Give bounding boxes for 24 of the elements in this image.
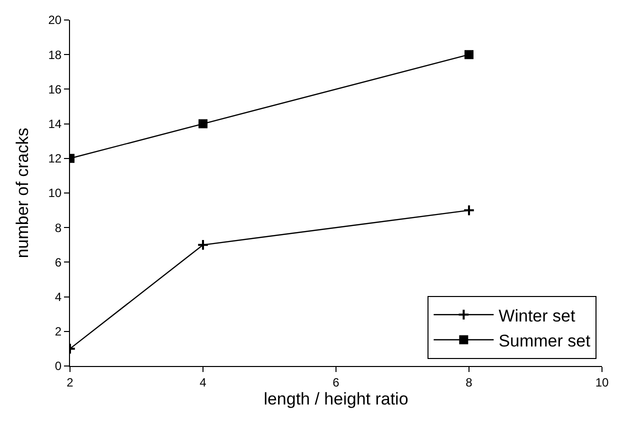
y-tick-label: 14 xyxy=(48,117,62,131)
x-tick-label: 2 xyxy=(66,375,74,390)
x-axis-title: length / height ratio xyxy=(264,389,408,408)
y-tick-label: 12 xyxy=(48,152,62,166)
x-tick-label: 6 xyxy=(332,375,340,390)
x-tick-label: 8 xyxy=(466,375,473,390)
y-tick-label: 10 xyxy=(48,186,62,200)
y-tick-label: 8 xyxy=(54,220,62,235)
x-tick-label: 4 xyxy=(200,375,207,390)
x-tick-label: 10 xyxy=(595,375,609,390)
y-axis-title: number of cracks xyxy=(12,128,32,258)
legend-label: Winter set xyxy=(498,306,576,326)
y-tick-label: 18 xyxy=(48,48,62,62)
legend-label: Summer set xyxy=(498,331,591,350)
y-tick-label: 20 xyxy=(48,13,62,28)
point xyxy=(197,239,209,251)
point xyxy=(464,50,474,60)
y-tick-label: 4 xyxy=(54,290,62,304)
y-tick-label: 6 xyxy=(54,255,62,270)
y-tick-label: 16 xyxy=(48,82,62,96)
y-tick-label: 0 xyxy=(54,359,62,374)
point xyxy=(198,119,208,128)
point xyxy=(463,204,475,216)
y-tick-label: 2 xyxy=(54,324,62,339)
